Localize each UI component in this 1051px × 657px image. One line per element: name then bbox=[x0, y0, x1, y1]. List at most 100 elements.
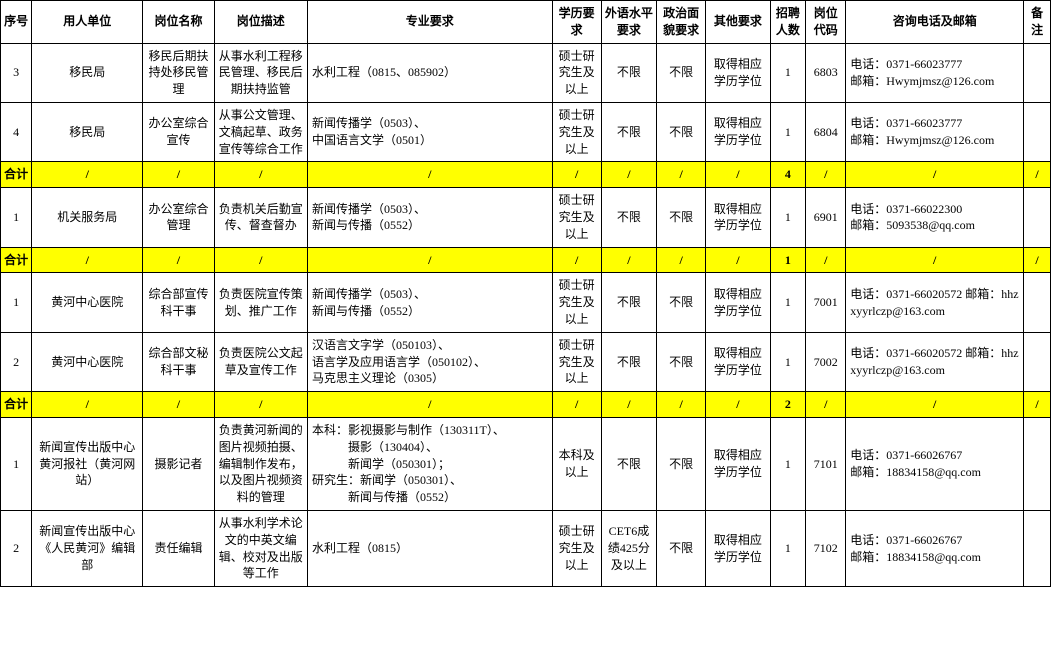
cell-unit: 移民局 bbox=[32, 43, 143, 102]
cell-code: 7101 bbox=[806, 417, 846, 510]
table-row: 1机关服务局办公室综合管理负责机关后勤宣传、督查督办新闻传播学（0503）、新闻… bbox=[1, 188, 1051, 247]
cell-unit: 移民局 bbox=[32, 102, 143, 161]
cell-contact: 电话：0371-66020572 邮箱：hhzxyyrlczp@163.com bbox=[846, 332, 1024, 391]
cell-pdesc: 负责机关后勤宣传、督查督办 bbox=[214, 188, 307, 247]
cell-pname: 办公室综合管理 bbox=[143, 188, 214, 247]
cell-count: 1 bbox=[770, 332, 806, 391]
cell-seq: 4 bbox=[1, 102, 32, 161]
cell-unit: 新闻宣传出版中心黄河报社（黄河网站） bbox=[32, 417, 143, 510]
cell-pname: / bbox=[143, 162, 214, 188]
cell-count: 1 bbox=[770, 188, 806, 247]
cell-edu: / bbox=[552, 247, 601, 273]
cell-count: 1 bbox=[770, 417, 806, 510]
cell-count: 1 bbox=[770, 43, 806, 102]
cell-count: 4 bbox=[770, 162, 806, 188]
cell-contact: / bbox=[846, 392, 1024, 418]
cell-remark: / bbox=[1024, 247, 1051, 273]
table-row: 4移民局办公室综合宣传从事公文管理、文稿起草、政务宣传等综合工作新闻传播学（05… bbox=[1, 102, 1051, 161]
cell-contact: 电话：0371-66020572 邮箱：hhzxyyrlczp@163.com bbox=[846, 273, 1024, 332]
cell-count: 2 bbox=[770, 392, 806, 418]
cell-code: 7002 bbox=[806, 332, 846, 391]
cell-seq: 1 bbox=[1, 273, 32, 332]
cell-other: 取得相应学历学位 bbox=[706, 43, 771, 102]
cell-code: / bbox=[806, 162, 846, 188]
cell-lang: 不限 bbox=[601, 43, 657, 102]
cell-unit: / bbox=[32, 162, 143, 188]
cell-seq: 合计 bbox=[1, 392, 32, 418]
col-header-pname: 岗位名称 bbox=[143, 1, 214, 44]
cell-lang: / bbox=[601, 162, 657, 188]
cell-contact: 电话：0371-66026767邮箱：18834158@qq.com bbox=[846, 417, 1024, 510]
col-header-pdesc: 岗位描述 bbox=[214, 1, 307, 44]
cell-edu: 本科及以上 bbox=[552, 417, 601, 510]
cell-other: 取得相应学历学位 bbox=[706, 510, 771, 586]
cell-remark bbox=[1024, 43, 1051, 102]
table-header: 序号 用人单位 岗位名称 岗位描述 专业要求 学历要求 外语水平要求 政治面貌要… bbox=[1, 1, 1051, 44]
cell-pname: 移民后期扶持处移民管理 bbox=[143, 43, 214, 102]
cell-edu: 硕士研究生及以上 bbox=[552, 188, 601, 247]
cell-pol: 不限 bbox=[657, 417, 706, 510]
cell-major: 新闻传播学（0503）、新闻与传播（0552） bbox=[307, 273, 552, 332]
table-row: 3移民局移民后期扶持处移民管理从事水利工程移民管理、移民后期扶持监管水利工程（0… bbox=[1, 43, 1051, 102]
subtotal-row: 合计////////2/// bbox=[1, 392, 1051, 418]
cell-major: / bbox=[307, 392, 552, 418]
cell-pol: / bbox=[657, 392, 706, 418]
cell-lang: 不限 bbox=[601, 417, 657, 510]
col-header-count: 招聘人数 bbox=[770, 1, 806, 44]
cell-lang: 不限 bbox=[601, 332, 657, 391]
cell-pname: 摄影记者 bbox=[143, 417, 214, 510]
col-header-pol: 政治面貌要求 bbox=[657, 1, 706, 44]
cell-pdesc: 负责医院宣传策划、推广工作 bbox=[214, 273, 307, 332]
cell-count: 1 bbox=[770, 102, 806, 161]
cell-code: 7001 bbox=[806, 273, 846, 332]
cell-unit: 黄河中心医院 bbox=[32, 332, 143, 391]
cell-seq: 合计 bbox=[1, 162, 32, 188]
table-row: 2新闻宣传出版中心《人民黄河》编辑部责任编辑从事水利学术论文的中英文编辑、校对及… bbox=[1, 510, 1051, 586]
cell-other: / bbox=[706, 392, 771, 418]
cell-remark bbox=[1024, 510, 1051, 586]
cell-remark bbox=[1024, 273, 1051, 332]
cell-lang: 不限 bbox=[601, 188, 657, 247]
cell-code: 6804 bbox=[806, 102, 846, 161]
cell-pname: 综合部宣传科干事 bbox=[143, 273, 214, 332]
cell-lang: 不限 bbox=[601, 102, 657, 161]
cell-unit: / bbox=[32, 392, 143, 418]
cell-other: 取得相应学历学位 bbox=[706, 102, 771, 161]
cell-pol: / bbox=[657, 162, 706, 188]
col-header-remark: 备注 bbox=[1024, 1, 1051, 44]
cell-remark bbox=[1024, 332, 1051, 391]
cell-code: 6901 bbox=[806, 188, 846, 247]
subtotal-row: 合计////////1/// bbox=[1, 247, 1051, 273]
cell-major: 水利工程（0815） bbox=[307, 510, 552, 586]
cell-pname: 办公室综合宣传 bbox=[143, 102, 214, 161]
cell-pname: 责任编辑 bbox=[143, 510, 214, 586]
cell-lang: 不限 bbox=[601, 273, 657, 332]
cell-pdesc: 负责医院公文起草及宣传工作 bbox=[214, 332, 307, 391]
cell-contact: 电话：0371-66023777邮箱：Hwymjmsz@126.com bbox=[846, 43, 1024, 102]
cell-edu: 硕士研究生及以上 bbox=[552, 43, 601, 102]
cell-unit: 新闻宣传出版中心《人民黄河》编辑部 bbox=[32, 510, 143, 586]
cell-seq: 2 bbox=[1, 332, 32, 391]
table-row: 1黄河中心医院综合部宣传科干事负责医院宣传策划、推广工作新闻传播学（0503）、… bbox=[1, 273, 1051, 332]
cell-pol: 不限 bbox=[657, 332, 706, 391]
col-header-unit: 用人单位 bbox=[32, 1, 143, 44]
cell-contact: 电话：0371-66026767邮箱：18834158@qq.com bbox=[846, 510, 1024, 586]
cell-pol: 不限 bbox=[657, 102, 706, 161]
cell-count: 1 bbox=[770, 510, 806, 586]
cell-other: 取得相应学历学位 bbox=[706, 417, 771, 510]
col-header-lang: 外语水平要求 bbox=[601, 1, 657, 44]
cell-count: 1 bbox=[770, 273, 806, 332]
cell-major: 水利工程（0815、085902） bbox=[307, 43, 552, 102]
cell-edu: 硕士研究生及以上 bbox=[552, 332, 601, 391]
cell-code: / bbox=[806, 247, 846, 273]
table-row: 2黄河中心医院综合部文秘科干事负责医院公文起草及宣传工作汉语言文字学（05010… bbox=[1, 332, 1051, 391]
subtotal-row: 合计////////4/// bbox=[1, 162, 1051, 188]
cell-pdesc: 从事水利学术论文的中英文编辑、校对及出版等工作 bbox=[214, 510, 307, 586]
table-row: 1 新闻宣传出版中心黄河报社（黄河网站）摄影记者负责黄河新闻的图片视频拍摄、编辑制… bbox=[1, 417, 1051, 510]
cell-pname: / bbox=[143, 247, 214, 273]
cell-pdesc: 从事公文管理、文稿起草、政务宣传等综合工作 bbox=[214, 102, 307, 161]
cell-pdesc: 负责黄河新闻的图片视频拍摄、编辑制作发布，以及图片视频资料的管理 bbox=[214, 417, 307, 510]
recruitment-table: 序号 用人单位 岗位名称 岗位描述 专业要求 学历要求 外语水平要求 政治面貌要… bbox=[0, 0, 1051, 587]
cell-pdesc: / bbox=[214, 392, 307, 418]
cell-contact: 电话：0371-66022300邮箱：5093538@qq.com bbox=[846, 188, 1024, 247]
